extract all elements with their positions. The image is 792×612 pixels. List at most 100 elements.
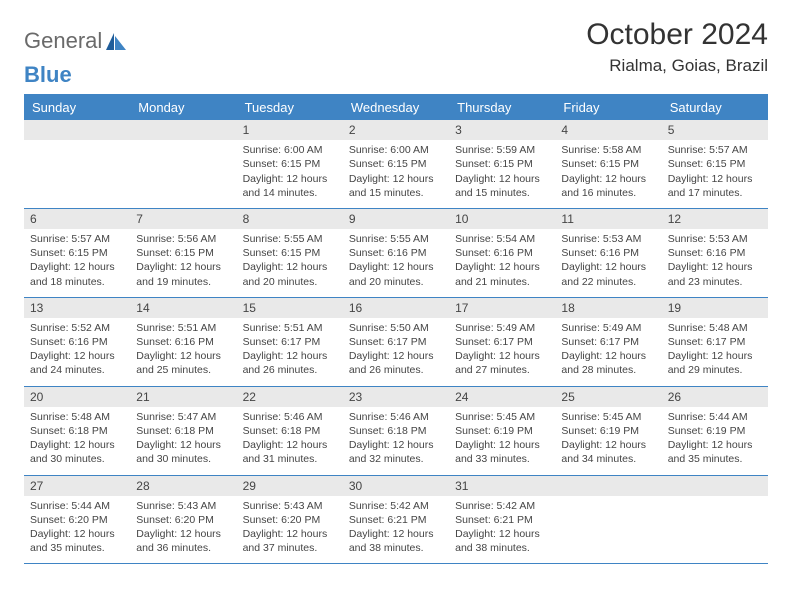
brand-part2: Blue — [24, 62, 72, 88]
day-number: 5 — [662, 120, 768, 140]
sunset-text: Sunset: 6:18 PM — [136, 424, 230, 438]
day-number: 24 — [449, 387, 555, 407]
sunrise-text: Sunrise: 5:52 AM — [30, 321, 124, 335]
sunset-text: Sunset: 6:15 PM — [455, 157, 549, 171]
day-number: 21 — [130, 387, 236, 407]
calendar-cell — [130, 120, 236, 209]
calendar-cell: 4Sunrise: 5:58 AMSunset: 6:15 PMDaylight… — [555, 120, 661, 209]
day-number-empty — [130, 120, 236, 140]
day-body: Sunrise: 5:51 AMSunset: 6:16 PMDaylight:… — [130, 318, 236, 386]
day-number: 6 — [24, 209, 130, 229]
calendar-cell: 30 Sunrise: 5:42 AMSunset: 6:21 PMDayligh… — [343, 475, 449, 564]
calendar-cell: 11Sunrise: 5:53 AMSunset: 6:16 PMDayligh… — [555, 208, 661, 297]
daylight-text: Daylight: 12 hours and 15 minutes. — [455, 172, 549, 200]
daylight-text: Daylight: 12 hours and 30 minutes. — [30, 438, 124, 466]
day-body: Sunrise: 6:00 AMSunset: 6:15 PMDaylight:… — [237, 140, 343, 208]
daylight-text: Daylight: 12 hours and 26 minutes. — [349, 349, 443, 377]
day-number: 18 — [555, 298, 661, 318]
sunrise-text: Sunrise: 5:46 AM — [349, 410, 443, 424]
daylight-text: Daylight: 12 hours and 32 minutes. — [349, 438, 443, 466]
day-body: Sunrise: 5:43 AMSunset: 6:20 PMDaylight:… — [237, 496, 343, 564]
sunrise-text: Sunrise: 6:00 AM — [349, 143, 443, 157]
calendar-week: 6Sunrise: 5:57 AMSunset: 6:15 PMDaylight… — [24, 208, 768, 297]
daylight-text: Daylight: 12 hours and 18 minutes. — [30, 260, 124, 288]
daylight-text: Daylight: 12 hours and 19 minutes. — [136, 260, 230, 288]
calendar-cell: 2Sunrise: 6:00 AMSunset: 6:15 PMDaylight… — [343, 120, 449, 209]
daylight-text: Daylight: 12 hours and 20 minutes. — [349, 260, 443, 288]
day-body: Sunrise: 5:50 AMSunset: 6:17 PMDaylight:… — [343, 318, 449, 386]
day-body: Sunrise: 6:00 AMSunset: 6:15 PMDaylight:… — [343, 140, 449, 208]
daylight-text: Daylight: 12 hours and 17 minutes. — [668, 172, 762, 200]
sunset-text: Sunset: 6:16 PM — [561, 246, 655, 260]
calendar-week: 27Sunrise: 5:44 AMSunset: 6:20 PMDayligh… — [24, 475, 768, 564]
sunrise-text: Sunrise: 5:47 AM — [136, 410, 230, 424]
sunrise-text: Sunrise: 5:49 AM — [455, 321, 549, 335]
calendar-cell: 24Sunrise: 5:45 AMSunset: 6:19 PMDayligh… — [449, 386, 555, 475]
brand-part1: General — [24, 28, 102, 54]
sunset-text: Sunset: 6:16 PM — [455, 246, 549, 260]
sunrise-text: Sunrise: 5:55 AM — [349, 232, 443, 246]
day-body: Sunrise: 5:58 AMSunset: 6:15 PMDaylight:… — [555, 140, 661, 208]
sunrise-text: Sunrise: 5:45 AM — [455, 410, 549, 424]
calendar-week: 1Sunrise: 6:00 AMSunset: 6:15 PMDaylight… — [24, 120, 768, 209]
brand-logo: General — [24, 28, 130, 54]
sunset-text: Sunset: 6:15 PM — [243, 157, 337, 171]
day-number: 14 — [130, 298, 236, 318]
daylight-text: Daylight: 12 hours and 30 minutes. — [136, 438, 230, 466]
daylight-text: Daylight: 12 hours and 14 minutes. — [243, 172, 337, 200]
calendar-cell: 1Sunrise: 6:00 AMSunset: 6:15 PMDaylight… — [237, 120, 343, 209]
daylight-text: Daylight: 12 hours and 16 minutes. — [561, 172, 655, 200]
daylight-text: Daylight: 12 hours and 33 minutes. — [455, 438, 549, 466]
calendar-body: 1Sunrise: 6:00 AMSunset: 6:15 PMDaylight… — [24, 120, 768, 564]
brand-sub: Blue — [24, 62, 72, 88]
day-number: 1 — [237, 120, 343, 140]
sunrise-text: Sunrise: 5:51 AM — [136, 321, 230, 335]
day-body-empty — [555, 496, 661, 554]
day-body: Sunrise: 5:42 AMSunset: 6:21 PMDaylight:… — [449, 496, 555, 564]
calendar-cell: 31Sunrise: 5:42 AMSunset: 6:21 PMDayligh… — [449, 475, 555, 564]
daylight-text: Daylight: 12 hours and 35 minutes. — [668, 438, 762, 466]
sunset-text: Sunset: 6:18 PM — [30, 424, 124, 438]
sunrise-text: Sunrise: 5:59 AM — [455, 143, 549, 157]
day-body: Sunrise: 5:53 AMSunset: 6:16 PMDaylight:… — [662, 229, 768, 297]
daylight-text: Daylight: 12 hours and 21 minutes. — [455, 260, 549, 288]
sunrise-text: Sunrise: 5:42 AM — [349, 499, 443, 513]
daylight-text: Daylight: 12 hours and 38 minutes. — [349, 527, 443, 555]
day-number: 27 — [24, 476, 130, 496]
sunset-text: Sunset: 6:17 PM — [561, 335, 655, 349]
daylight-text: Daylight: 12 hours and 34 minutes. — [561, 438, 655, 466]
sunrise-text: Sunrise: 5:43 AM — [136, 499, 230, 513]
day-body: Sunrise: 5:55 AMSunset: 6:16 PMDaylight:… — [343, 229, 449, 297]
day-body: Sunrise: 5:55 AMSunset: 6:15 PMDaylight:… — [237, 229, 343, 297]
day-number: 15 — [237, 298, 343, 318]
day-number: 19 — [662, 298, 768, 318]
day-body: Sunrise: 5:51 AMSunset: 6:17 PMDaylight:… — [237, 318, 343, 386]
day-number: 26 — [662, 387, 768, 407]
day-body: Sunrise: 5:49 AMSunset: 6:17 PMDaylight:… — [555, 318, 661, 386]
sunrise-text: Sunrise: 5:53 AM — [668, 232, 762, 246]
calendar-cell: 16Sunrise: 5:50 AMSunset: 6:17 PMDayligh… — [343, 297, 449, 386]
sunrise-text: Sunrise: 5:53 AM — [561, 232, 655, 246]
sunrise-text: Sunrise: 5:58 AM — [561, 143, 655, 157]
header: General October 2024 Rialma, Goias, Braz… — [24, 18, 768, 76]
day-number: 30 — [343, 476, 449, 496]
sunset-text: Sunset: 6:15 PM — [349, 157, 443, 171]
daylight-text: Daylight: 12 hours and 22 minutes. — [561, 260, 655, 288]
day-number: 3 — [449, 120, 555, 140]
daylight-text: Daylight: 12 hours and 20 minutes. — [243, 260, 337, 288]
sunset-text: Sunset: 6:21 PM — [349, 513, 443, 527]
location-text: Rialma, Goias, Brazil — [586, 56, 768, 76]
sunset-text: Sunset: 6:19 PM — [561, 424, 655, 438]
sunrise-text: Sunrise: 5:57 AM — [30, 232, 124, 246]
sunset-text: Sunset: 6:16 PM — [668, 246, 762, 260]
day-number: 16 — [343, 298, 449, 318]
day-body: Sunrise: 5:46 AMSunset: 6:18 PMDaylight:… — [237, 407, 343, 475]
calendar-cell: 28Sunrise: 5:43 AMSunset: 6:20 PMDayligh… — [130, 475, 236, 564]
day-number: 29 — [237, 476, 343, 496]
daylight-text: Daylight: 12 hours and 36 minutes. — [136, 527, 230, 555]
day-body-empty — [662, 496, 768, 554]
sunset-text: Sunset: 6:20 PM — [243, 513, 337, 527]
title-block: October 2024 Rialma, Goias, Brazil — [586, 18, 768, 76]
sunset-text: Sunset: 6:17 PM — [243, 335, 337, 349]
day-number: 9 — [343, 209, 449, 229]
